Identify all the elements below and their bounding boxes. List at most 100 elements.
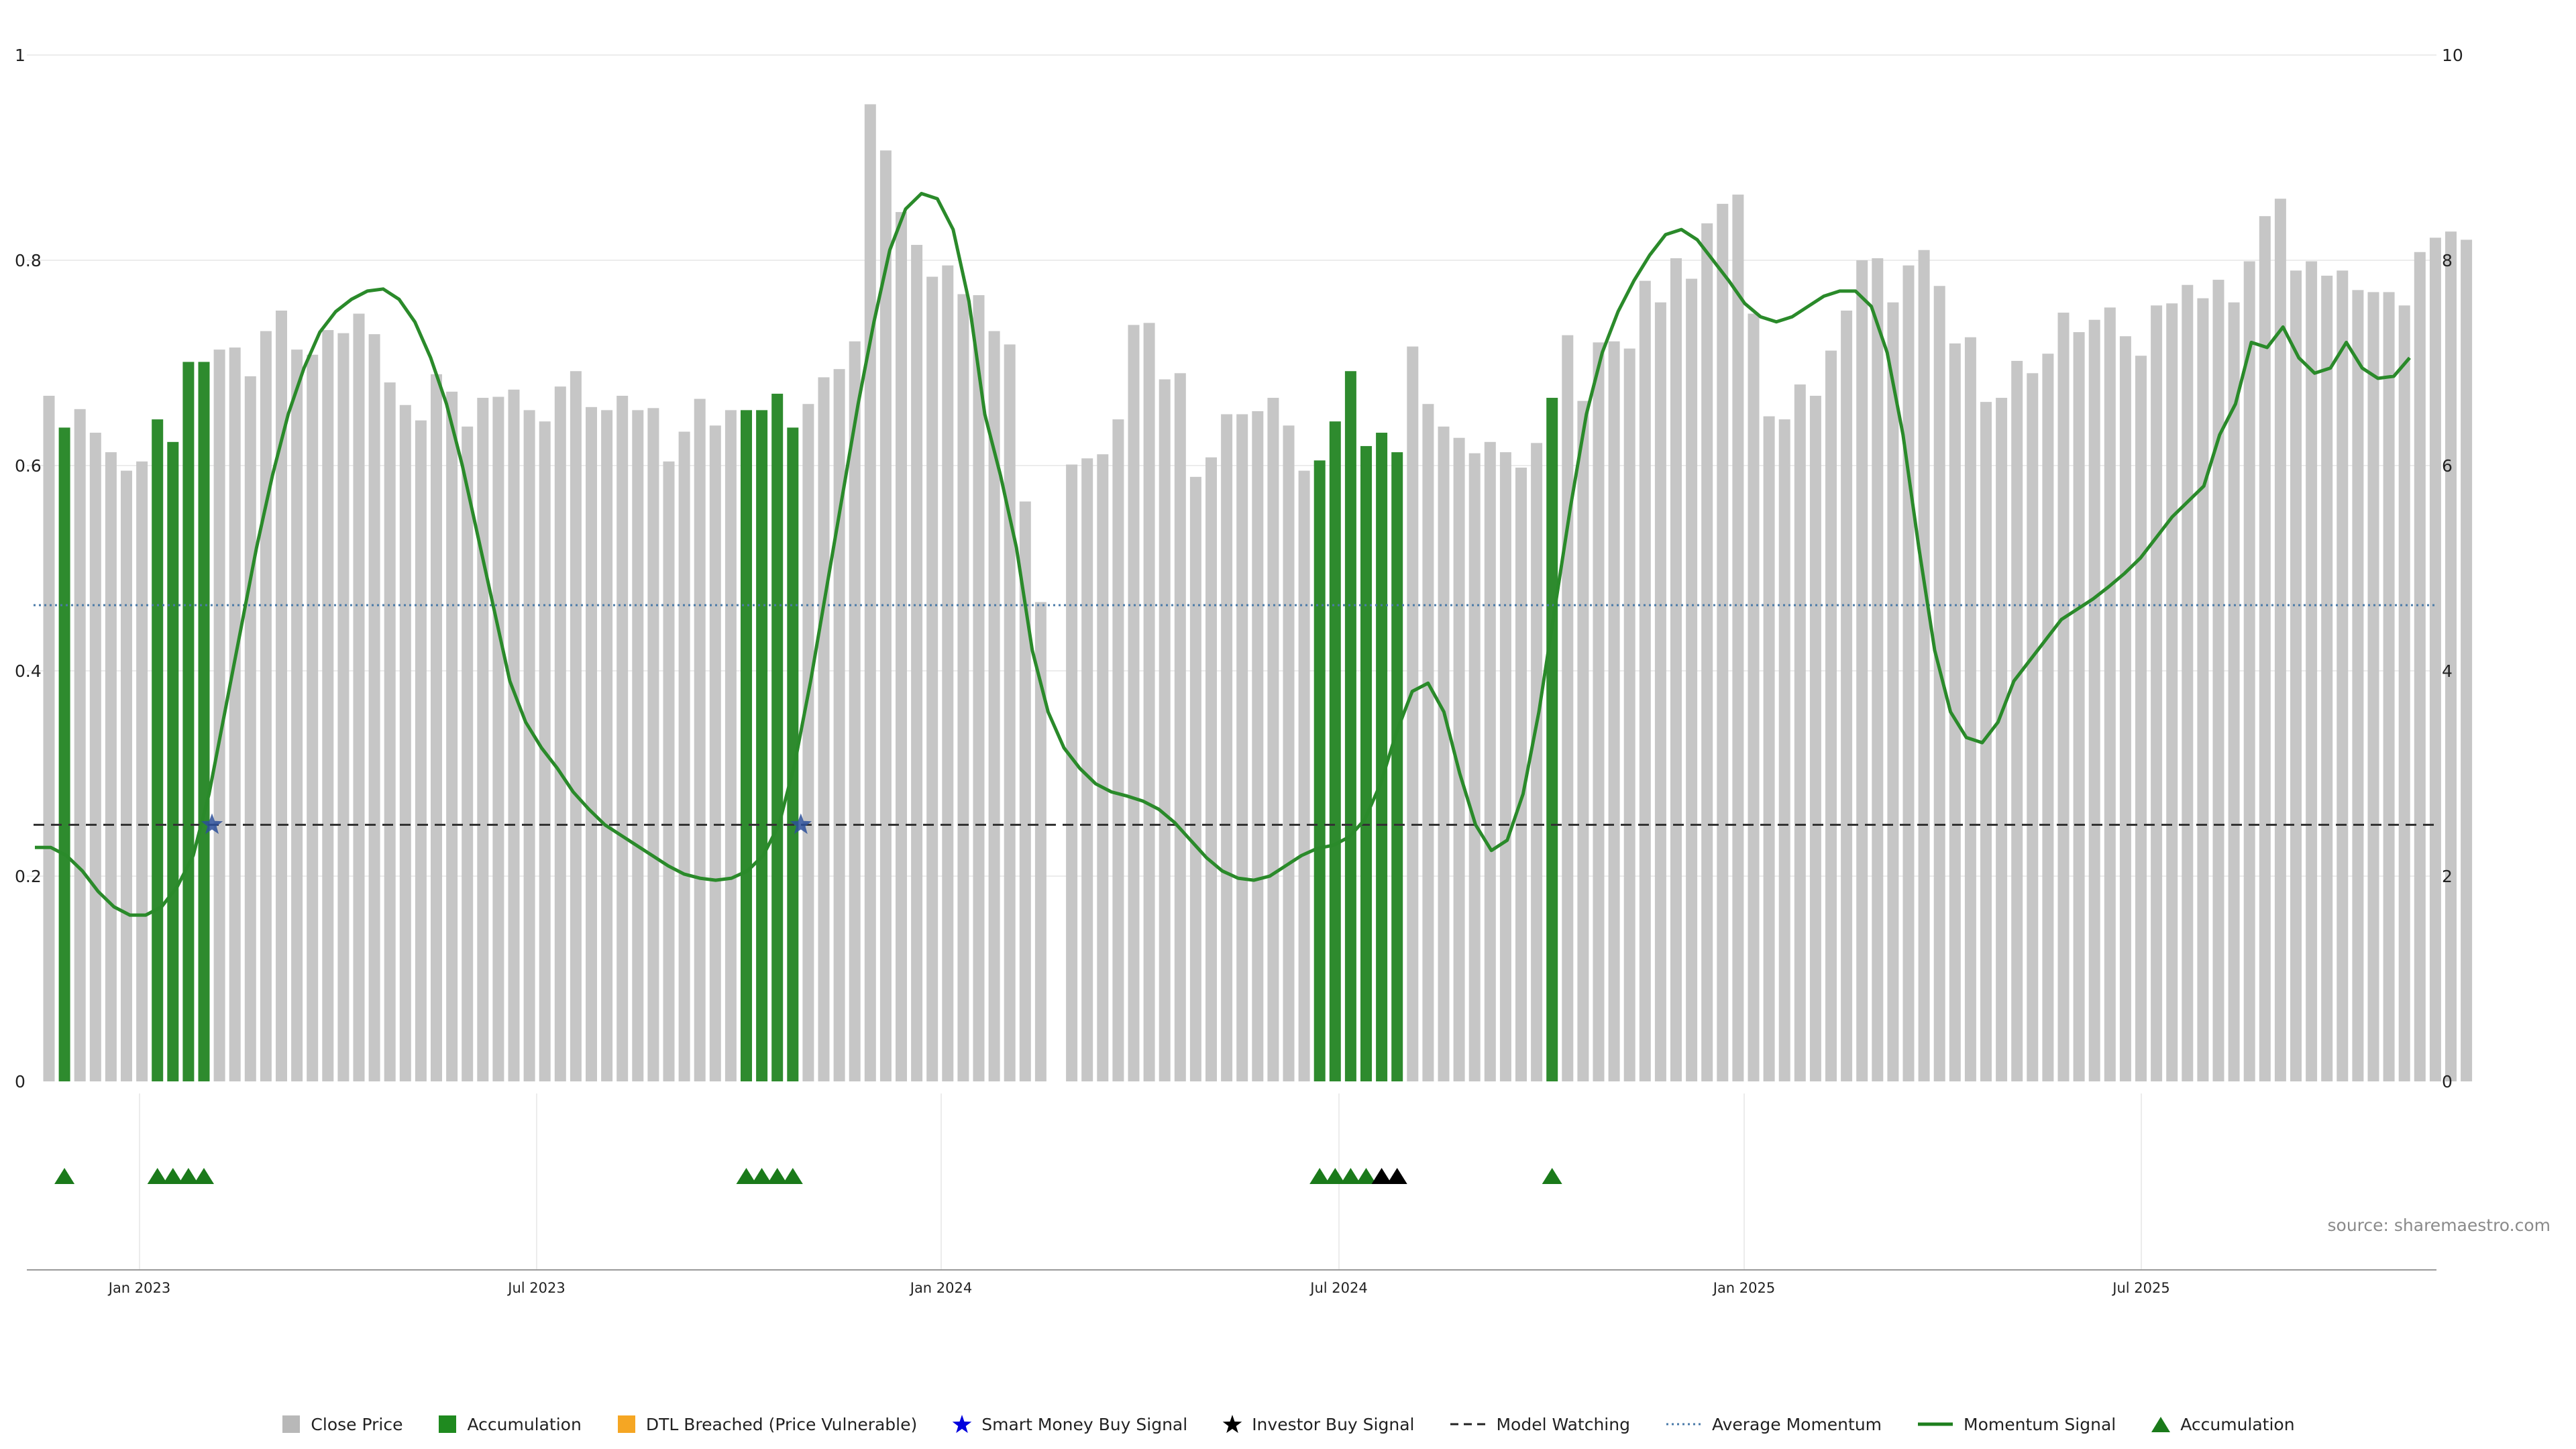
- accumulation-triangle: [1309, 1168, 1330, 1184]
- close-price-bar: [911, 245, 923, 1081]
- close-price-bar: [1453, 437, 1465, 1081]
- close-price-bar: [709, 425, 721, 1081]
- close-price-bar: [2429, 237, 2441, 1082]
- close-price-bar: [2367, 292, 2379, 1082]
- legend-label: Average Momentum: [1711, 1414, 1882, 1434]
- close-price-bar: [2042, 354, 2054, 1081]
- close-price-bar: [2027, 373, 2039, 1081]
- close-price-bar: [724, 410, 737, 1081]
- close-price-bar: [1996, 398, 2008, 1081]
- accumulation-triangle: [751, 1168, 772, 1184]
- close-price-bar: [1778, 419, 1790, 1081]
- close-price-bar: [1887, 302, 1899, 1082]
- accumulation-bar: [1376, 433, 1388, 1081]
- legend-square: [439, 1415, 457, 1433]
- close-price-bar: [384, 382, 396, 1081]
- close-price-bar: [1639, 280, 1651, 1082]
- close-price-bar: [446, 391, 458, 1081]
- legend: Close Price Accumulation DTL Breached (Pri…: [0, 1414, 2576, 1434]
- close-price-bar: [244, 376, 256, 1081]
- bar-series: [43, 104, 2473, 1082]
- close-price-bar: [2274, 199, 2286, 1082]
- legend-item: DTL Breached (Price Vulnerable): [616, 1414, 917, 1434]
- close-price-bar: [1623, 348, 1635, 1081]
- close-price-bar: [586, 407, 597, 1081]
- close-price-bar: [632, 410, 644, 1081]
- close-price-bar: [1128, 325, 1140, 1081]
- close-price-bar: [957, 294, 969, 1081]
- signal-stars: [201, 813, 812, 835]
- close-price-bar: [1794, 384, 1806, 1081]
- accumulation-bar: [1344, 371, 1356, 1081]
- close-price-bar: [647, 408, 659, 1081]
- accumulation-triangle: [147, 1168, 168, 1184]
- close-price-bar: [1686, 278, 1698, 1081]
- close-price-bar: [1732, 195, 1744, 1082]
- close-price-bar: [74, 409, 86, 1081]
- legend-square-icon: [439, 1415, 457, 1433]
- accumulation-triangle: [1340, 1168, 1361, 1184]
- close-price-bar: [322, 330, 334, 1081]
- close-price-bar: [2321, 275, 2333, 1082]
- legend-label: DTL Breached (Price Vulnerable): [645, 1414, 918, 1434]
- close-price-bar: [678, 431, 690, 1081]
- accumulation-bar: [771, 393, 784, 1081]
- legend-star-icon: [1222, 1415, 1242, 1434]
- close-price-bar: [523, 410, 535, 1081]
- close-price-bar: [1856, 260, 1868, 1081]
- close-price-bar: [2228, 302, 2240, 1082]
- close-price-bar: [492, 396, 504, 1081]
- legend-line-icon: [1918, 1422, 1953, 1426]
- close-price-bar: [1112, 419, 1124, 1081]
- close-price-bar: [2104, 307, 2116, 1081]
- legend-label: Accumulation: [467, 1414, 582, 1434]
- accumulation-triangle: [782, 1168, 803, 1184]
- legend-label: Accumulation: [2180, 1414, 2295, 1434]
- legend-triangle-icon: [2151, 1417, 2171, 1432]
- close-price-bar: [1809, 395, 1821, 1081]
- legend-item: Close Price: [281, 1414, 402, 1434]
- accumulation-bar: [756, 410, 768, 1081]
- close-price-bar: [1670, 258, 1682, 1082]
- close-price-bar: [1717, 203, 1729, 1082]
- close-price-bar: [1189, 476, 1201, 1081]
- right-tick-label: 10: [2442, 46, 2463, 65]
- close-price-bar: [1902, 265, 1915, 1081]
- accumulation-bar: [1329, 421, 1341, 1081]
- close-price-bar: [1407, 346, 1419, 1081]
- close-price-bar: [1174, 373, 1186, 1081]
- close-price-bar: [2445, 231, 2457, 1081]
- legend-square: [617, 1415, 635, 1433]
- close-price-bar: [2088, 319, 2100, 1081]
- close-price-bar: [2398, 305, 2410, 1081]
- legend-square: [282, 1415, 301, 1433]
- close-price-bar: [1825, 350, 1837, 1081]
- close-price-bar: [2197, 298, 2209, 1081]
- close-price-bar: [1484, 441, 1496, 1081]
- legend-label: Close Price: [311, 1414, 403, 1434]
- momentum-signal-line: [35, 192, 2411, 917]
- close-price-bar: [508, 389, 520, 1081]
- close-price-bar: [1748, 313, 1760, 1081]
- right-tick-label: 4: [2442, 661, 2453, 681]
- accumulation-bar: [152, 419, 164, 1081]
- close-price-bar: [291, 350, 303, 1081]
- close-price-bar: [1468, 453, 1481, 1081]
- close-price-bar: [105, 452, 117, 1081]
- close-price-bar: [1236, 414, 1248, 1081]
- accumulation-bar: [741, 410, 752, 1081]
- close-price-bar: [1143, 323, 1155, 1082]
- right-tick-label: 0: [2442, 1072, 2453, 1091]
- close-price-bar: [2119, 336, 2131, 1082]
- close-price-bar: [1159, 379, 1171, 1081]
- close-price-bar: [229, 347, 241, 1081]
- investor-triangle: [1371, 1168, 1392, 1184]
- close-price-bar: [399, 405, 411, 1081]
- left-tick-label: 0.8: [15, 251, 42, 270]
- close-price-bar: [833, 369, 845, 1082]
- close-price-bar: [121, 470, 132, 1081]
- close-price-bar: [1438, 426, 1450, 1081]
- close-price-bar: [1221, 414, 1233, 1081]
- momentum-line: [35, 192, 2411, 917]
- close-price-bar: [43, 395, 55, 1081]
